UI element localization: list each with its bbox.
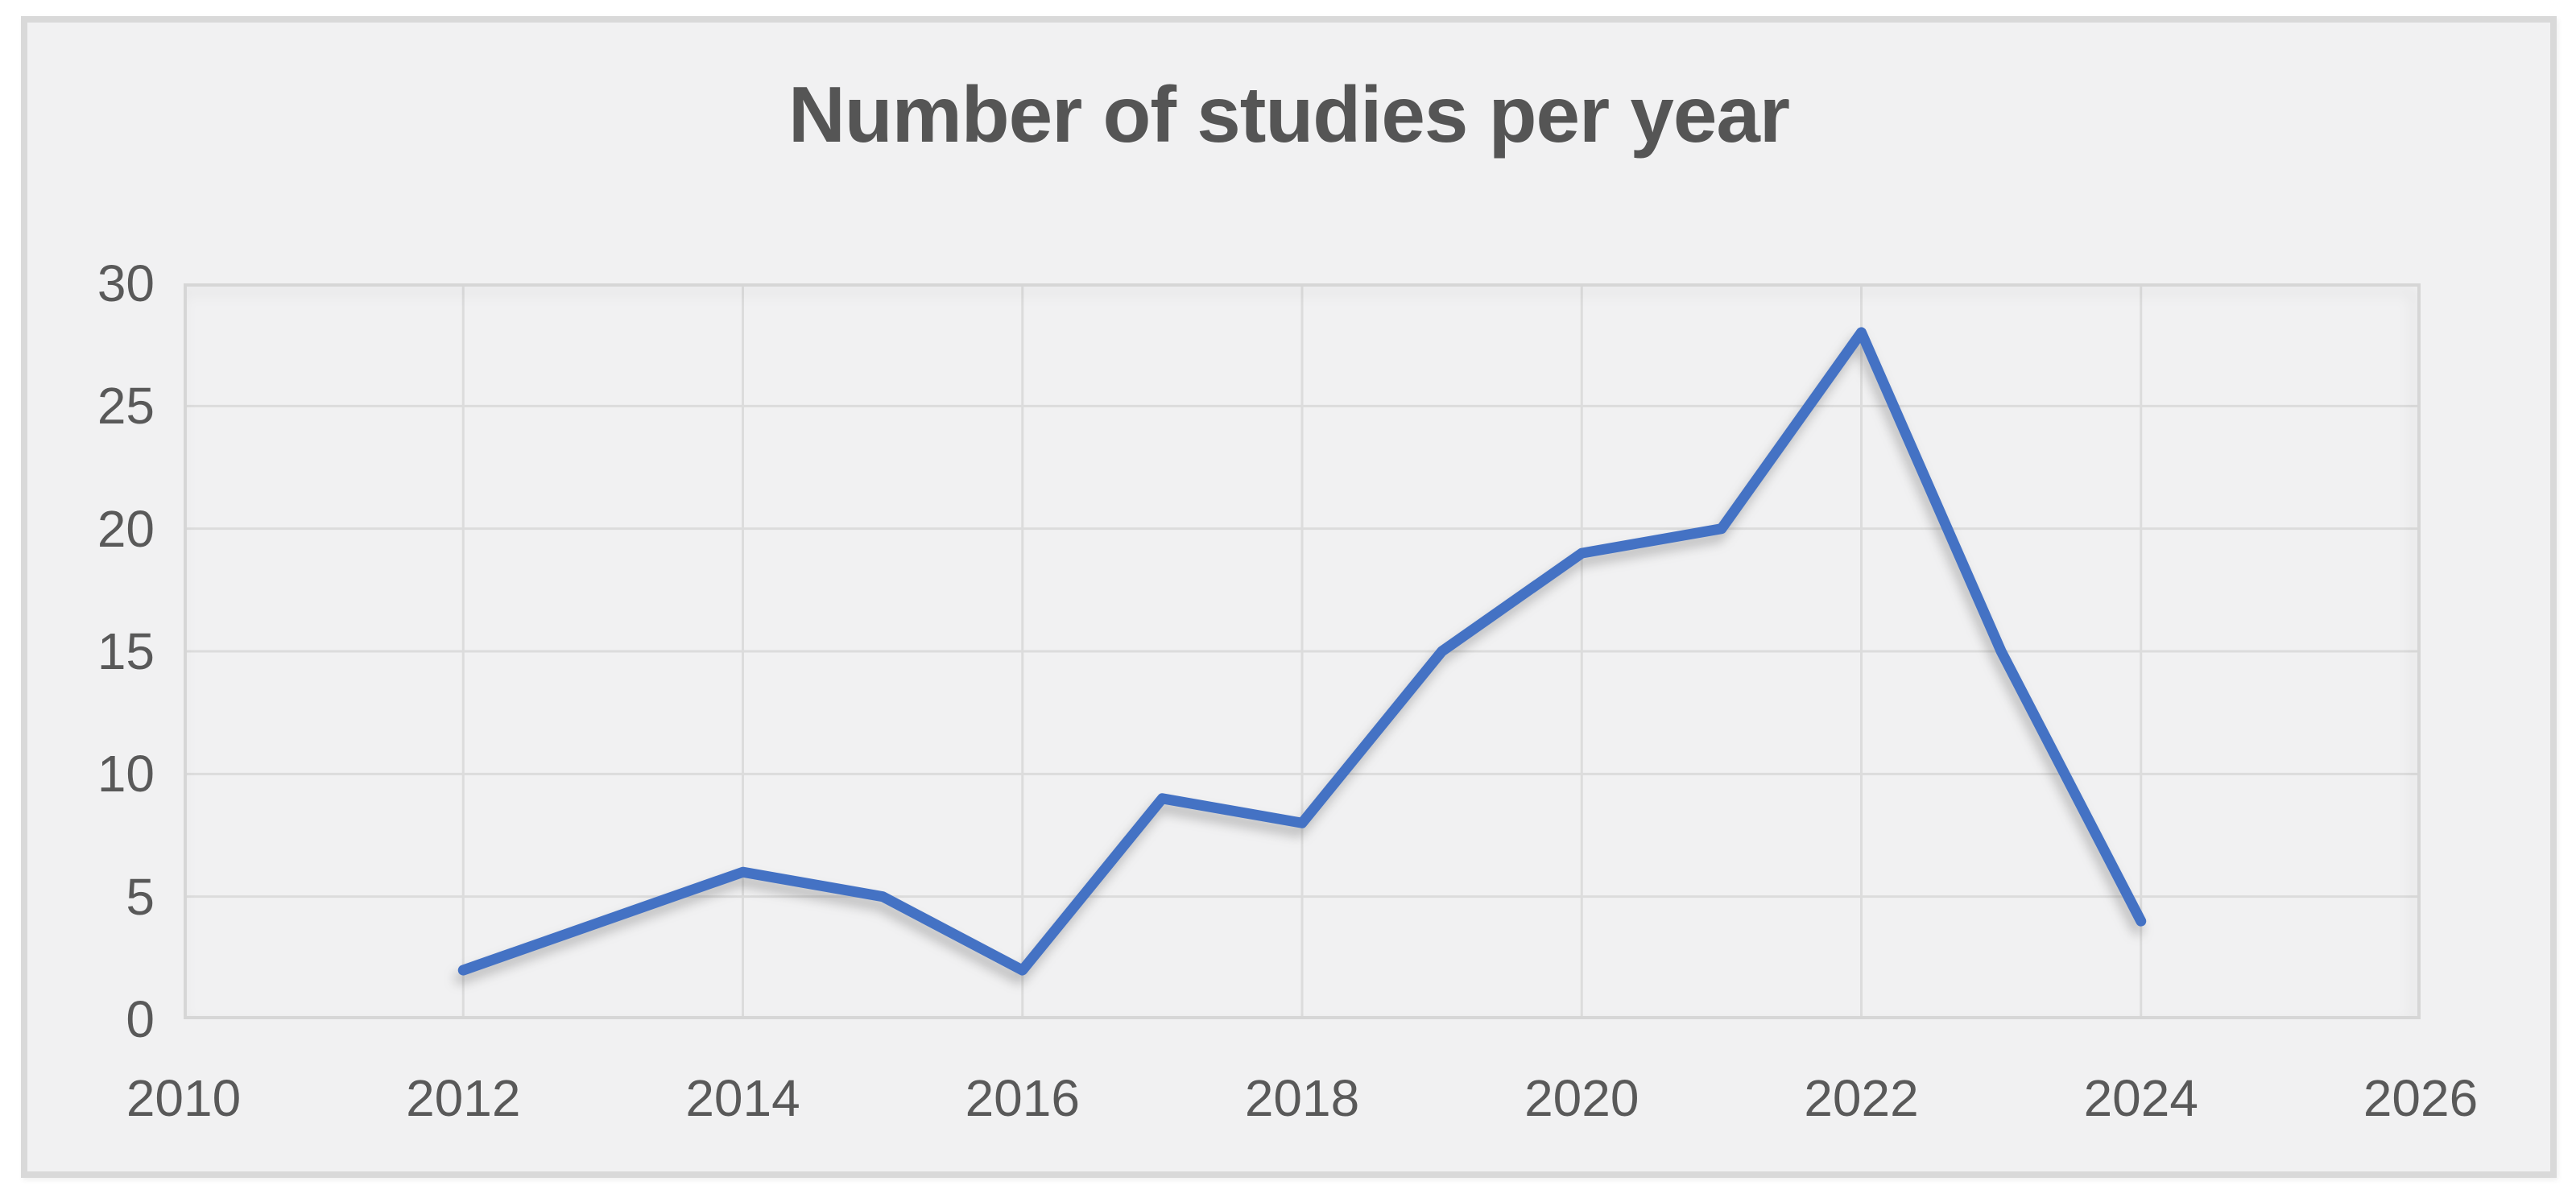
- line-series: [457, 327, 2147, 976]
- x-tick-label: 2016: [965, 1069, 1080, 1127]
- y-tick-label: 0: [126, 990, 155, 1048]
- x-tick-label: 2024: [2083, 1069, 2198, 1127]
- y-tick-label: 30: [97, 254, 155, 312]
- x-tick-label: 2018: [1244, 1069, 1360, 1127]
- chart-frame: Number of studies per year 0 5 10 15 20 25 30 …: [21, 16, 2557, 1178]
- x-tick-label: 2012: [406, 1069, 521, 1127]
- y-tick-label: 10: [97, 745, 155, 803]
- x-tick-label: 2022: [1804, 1069, 1919, 1127]
- plot-area: [184, 283, 2421, 1019]
- y-tick-label: 20: [97, 499, 155, 558]
- plot-border: [184, 283, 2421, 1019]
- y-tick-label: 5: [126, 867, 155, 926]
- x-tick-label: 2026: [2363, 1069, 2479, 1127]
- chart-title: Number of studies per year: [788, 70, 1790, 159]
- y-tick-label: 15: [97, 622, 155, 680]
- x-tick-label: 2020: [1524, 1069, 1639, 1127]
- line-chart-canvas: [184, 283, 2421, 1019]
- x-tick-label: 2010: [126, 1069, 242, 1127]
- y-tick-label: 25: [97, 377, 155, 436]
- x-tick-label: 2014: [685, 1069, 800, 1127]
